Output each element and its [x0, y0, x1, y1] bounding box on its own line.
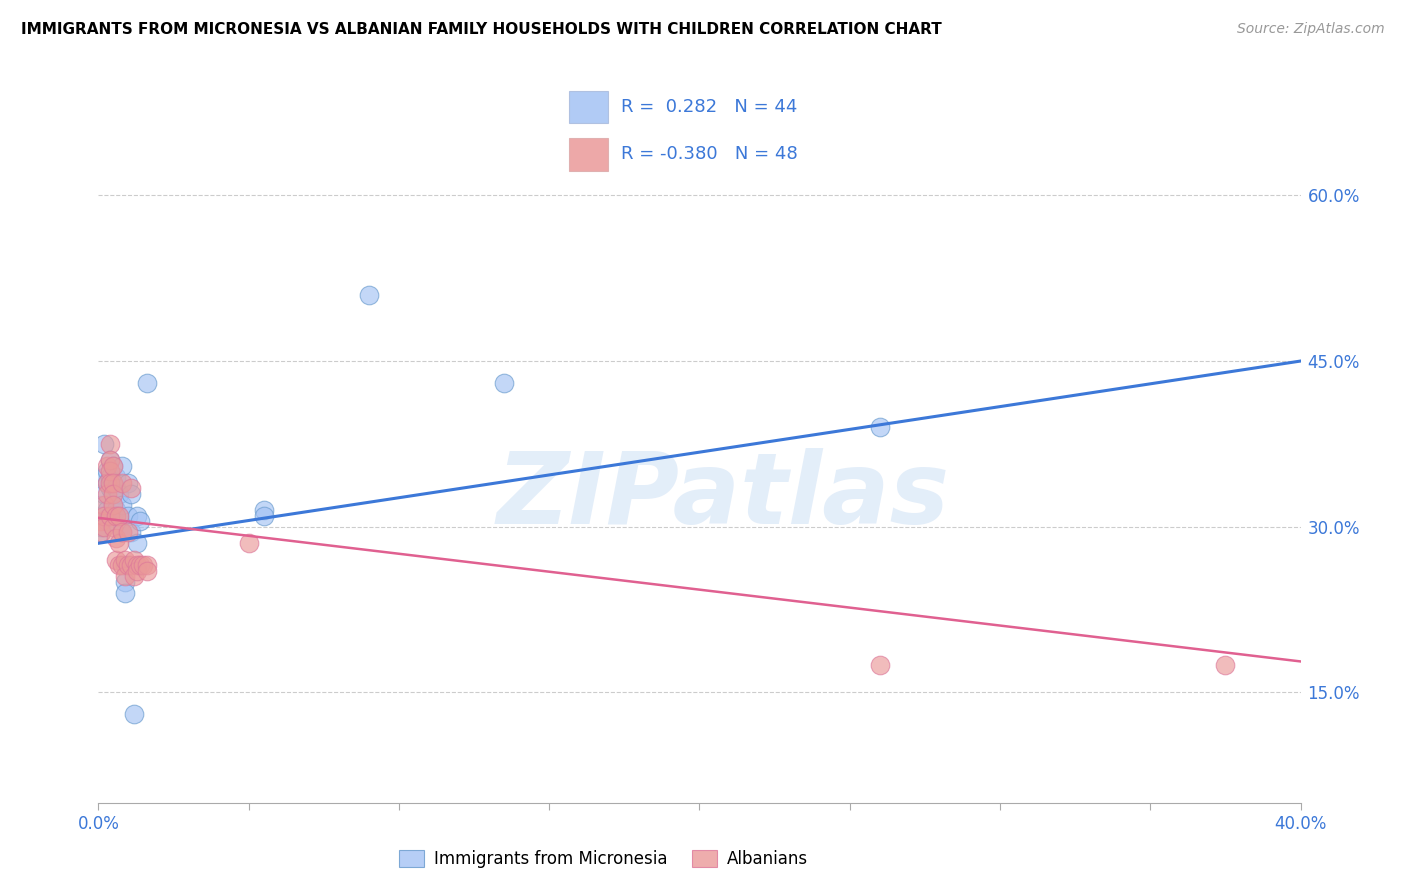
Point — [90, 498, 112, 512]
Point — [105, 481, 128, 495]
Point — [127, 536, 149, 550]
Point — [127, 508, 149, 523]
Point — [105, 531, 128, 545]
Point — [103, 486, 125, 500]
Point — [494, 376, 516, 391]
Point — [100, 453, 122, 467]
Legend: Immigrants from Micronesia, Albanians: Immigrants from Micronesia, Albanians — [392, 843, 815, 874]
Point — [121, 481, 143, 495]
Text: R =  0.282   N = 44: R = 0.282 N = 44 — [621, 98, 797, 116]
Point — [124, 707, 146, 722]
Point — [96, 475, 118, 490]
Point — [100, 453, 122, 467]
Point — [96, 465, 118, 479]
Point — [93, 437, 115, 451]
Point — [108, 558, 131, 573]
Point — [111, 525, 134, 540]
Point — [117, 525, 139, 540]
Text: R = -0.380   N = 48: R = -0.380 N = 48 — [621, 145, 799, 163]
Point — [121, 558, 143, 573]
Point — [93, 519, 115, 533]
Point — [1215, 657, 1237, 672]
Point — [103, 458, 125, 473]
Point — [93, 498, 115, 512]
Point — [90, 525, 112, 540]
Point — [96, 475, 118, 490]
Point — [105, 503, 128, 517]
Point — [100, 481, 122, 495]
Point — [117, 558, 139, 573]
Point — [90, 514, 112, 528]
Point — [103, 475, 125, 490]
Point — [103, 519, 125, 533]
Point — [100, 470, 122, 484]
Point — [103, 458, 125, 473]
Point — [90, 519, 112, 533]
Point — [108, 536, 131, 550]
Point — [100, 508, 122, 523]
Point — [108, 508, 131, 523]
FancyBboxPatch shape — [568, 91, 609, 123]
Point — [135, 376, 157, 391]
Point — [121, 525, 143, 540]
Point — [253, 503, 276, 517]
Point — [93, 486, 115, 500]
Point — [96, 514, 118, 528]
Point — [96, 503, 118, 517]
Point — [114, 569, 136, 583]
Point — [105, 508, 128, 523]
Point — [111, 525, 134, 540]
Point — [114, 574, 136, 589]
Point — [105, 470, 128, 484]
Point — [117, 508, 139, 523]
Text: IMMIGRANTS FROM MICRONESIA VS ALBANIAN FAMILY HOUSEHOLDS WITH CHILDREN CORRELATI: IMMIGRANTS FROM MICRONESIA VS ALBANIAN F… — [21, 22, 942, 37]
Point — [100, 465, 122, 479]
Point — [869, 420, 891, 434]
Point — [124, 553, 146, 567]
Point — [129, 514, 152, 528]
Point — [127, 558, 149, 573]
Point — [135, 558, 157, 573]
Point — [253, 508, 276, 523]
Point — [357, 287, 380, 301]
Point — [114, 553, 136, 567]
Point — [93, 508, 115, 523]
Point — [103, 486, 125, 500]
Point — [108, 486, 131, 500]
Point — [869, 657, 891, 672]
Point — [135, 564, 157, 578]
Point — [90, 514, 112, 528]
Point — [90, 525, 112, 540]
Text: ZIPatlas: ZIPatlas — [496, 448, 950, 545]
Point — [100, 437, 122, 451]
Point — [114, 558, 136, 573]
Point — [100, 475, 122, 490]
Point — [90, 508, 112, 523]
Point — [124, 569, 146, 583]
Point — [111, 498, 134, 512]
Text: Source: ZipAtlas.com: Source: ZipAtlas.com — [1237, 22, 1385, 37]
Point — [238, 536, 260, 550]
Point — [103, 498, 125, 512]
Point — [96, 486, 118, 500]
Point — [93, 470, 115, 484]
Point — [103, 498, 125, 512]
Point — [121, 486, 143, 500]
Point — [127, 564, 149, 578]
Point — [114, 586, 136, 600]
Point — [132, 558, 155, 573]
Point — [111, 558, 134, 573]
Point — [103, 475, 125, 490]
FancyBboxPatch shape — [568, 137, 609, 170]
Point — [117, 475, 139, 490]
Point — [111, 475, 134, 490]
Point — [96, 458, 118, 473]
Point — [111, 458, 134, 473]
Point — [105, 553, 128, 567]
Point — [108, 508, 131, 523]
Point — [129, 558, 152, 573]
